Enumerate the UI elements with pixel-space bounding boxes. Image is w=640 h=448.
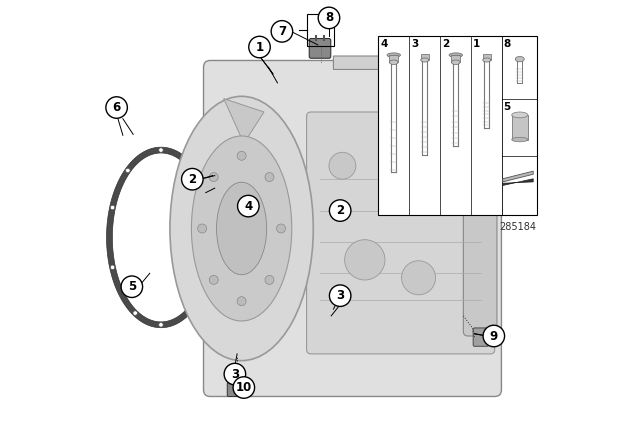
Circle shape [207,265,212,270]
FancyBboxPatch shape [309,39,331,58]
Circle shape [192,168,196,173]
Circle shape [483,325,504,347]
Circle shape [249,36,270,58]
Ellipse shape [390,60,398,65]
FancyBboxPatch shape [473,328,488,346]
Circle shape [265,276,274,284]
Circle shape [385,168,408,190]
Circle shape [318,7,340,29]
Ellipse shape [449,53,463,57]
FancyBboxPatch shape [227,383,250,396]
Bar [483,54,491,60]
Bar [390,55,398,62]
Text: 1: 1 [473,39,481,49]
Text: 5: 5 [504,102,511,112]
Text: 7: 7 [278,25,286,38]
Text: 3: 3 [411,39,419,49]
Circle shape [125,168,130,173]
Polygon shape [503,179,533,185]
Text: 10: 10 [236,381,252,394]
Text: 285184: 285184 [499,222,536,232]
Circle shape [224,363,246,385]
Circle shape [106,97,127,118]
Text: 3: 3 [336,289,344,302]
Circle shape [276,224,285,233]
Circle shape [271,21,292,42]
Ellipse shape [451,60,460,65]
Ellipse shape [420,58,429,62]
Ellipse shape [170,96,314,361]
Text: 8: 8 [325,11,333,25]
Polygon shape [503,171,533,182]
Ellipse shape [216,182,267,275]
FancyBboxPatch shape [463,130,497,336]
FancyBboxPatch shape [307,112,495,354]
Text: 6: 6 [113,101,121,114]
Ellipse shape [512,112,528,118]
Circle shape [110,265,115,270]
Polygon shape [441,56,493,69]
Text: 2: 2 [188,172,196,186]
Circle shape [159,323,163,327]
Ellipse shape [512,138,528,142]
Ellipse shape [191,136,292,321]
Circle shape [159,148,163,152]
Circle shape [344,240,385,280]
Circle shape [265,172,274,181]
Text: 3: 3 [231,367,239,381]
Text: 4: 4 [380,39,387,49]
Circle shape [237,195,259,217]
Circle shape [233,377,255,398]
Bar [307,14,334,46]
Circle shape [121,276,143,297]
Circle shape [192,302,196,306]
Text: 4: 4 [244,199,252,213]
Text: 2: 2 [336,204,344,217]
Polygon shape [224,99,264,143]
Circle shape [182,168,203,190]
Bar [512,115,528,140]
Circle shape [198,224,207,233]
Text: 2: 2 [442,39,449,49]
FancyBboxPatch shape [204,60,502,396]
Circle shape [209,276,218,284]
Circle shape [237,297,246,306]
Text: 9: 9 [490,329,498,343]
Text: 5: 5 [128,280,136,293]
Circle shape [330,200,351,221]
Ellipse shape [387,53,401,57]
Text: 8: 8 [504,39,511,49]
Circle shape [209,172,218,181]
Circle shape [133,311,138,315]
Circle shape [110,205,115,210]
Circle shape [401,261,436,295]
Circle shape [330,285,351,306]
Circle shape [207,205,212,210]
Ellipse shape [515,56,524,62]
Bar [451,55,460,62]
Polygon shape [106,147,215,327]
Text: 1: 1 [255,40,264,54]
Circle shape [329,152,356,179]
Polygon shape [333,56,385,69]
Ellipse shape [483,58,491,62]
Polygon shape [224,143,244,170]
Circle shape [237,151,246,160]
Bar [420,54,429,60]
Bar [378,36,538,215]
